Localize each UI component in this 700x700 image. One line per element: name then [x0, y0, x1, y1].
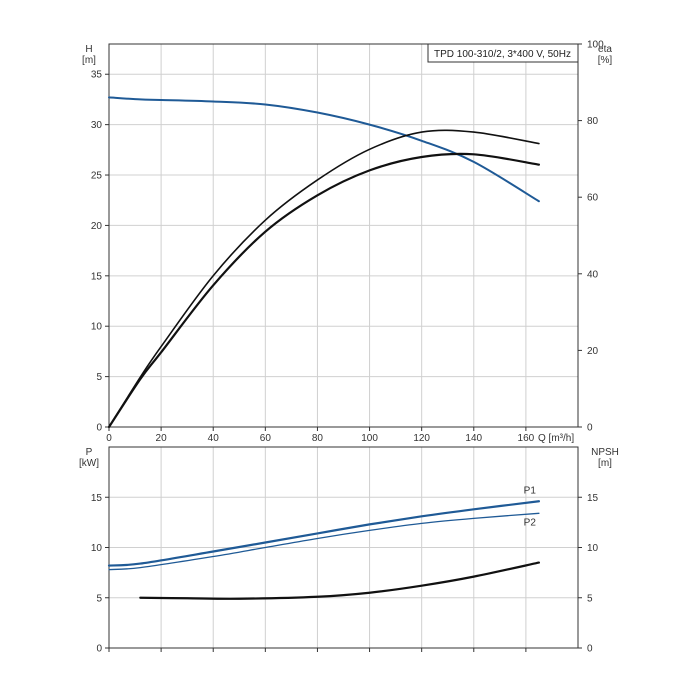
- panel1-right-tick-label: 100: [587, 40, 604, 51]
- panel1-x-tick-label: 120: [413, 433, 430, 444]
- panel2-left-tick-label: 0: [96, 644, 102, 655]
- panel1-left-tick-label: 15: [91, 271, 103, 282]
- panel1-left-tick-label: 5: [96, 372, 102, 383]
- panel1-left-tick-label: 35: [91, 70, 103, 81]
- panel1-x-tick-label: 80: [312, 433, 324, 444]
- panel1-series-head-line: [108, 96, 540, 203]
- panel1-right-tick-label: 60: [587, 193, 599, 204]
- panel1-left-tick-label: 10: [91, 322, 103, 333]
- panel1-plot-frame: [108, 43, 579, 428]
- panel2-left-axis-name: P: [86, 447, 93, 458]
- panel1-title-box: [427, 43, 579, 63]
- panel1-series-efficiency-upper-line: [108, 129, 540, 428]
- panel2-right-tick-label: 15: [587, 493, 599, 504]
- panel1-right-axis-unit: [%]: [598, 55, 613, 66]
- panel1-chart-title: TPD 100-310/2, 3*400 V, 50Hz: [434, 49, 571, 60]
- panel2-right-tick-label: 0: [587, 644, 593, 655]
- panel1-left-tick-label: 20: [91, 221, 103, 232]
- panel1-x-tick-label: 100: [361, 433, 378, 444]
- panel1-left-tick-label: 0: [96, 423, 102, 434]
- panel1-right-tick-label: 80: [587, 116, 599, 127]
- panel1-right-tick-label: 40: [587, 269, 599, 280]
- panel2-left-tick-label: 15: [91, 493, 103, 504]
- panel2-series-p1-line: [107, 500, 541, 567]
- panel1-x-tick-label: 160: [518, 433, 535, 444]
- panel2-right-axis-name: NPSH: [591, 447, 619, 458]
- panel1-series-efficiency-lower-line: [107, 152, 541, 429]
- panel1-right-tick-label: 20: [587, 346, 599, 357]
- panel2-right-tick-label: 5: [587, 593, 593, 604]
- panel2-left-tick-label: 5: [96, 593, 102, 604]
- panel1-x-tick-label: 40: [208, 433, 220, 444]
- panel2-series-label-p2: P2: [524, 517, 537, 528]
- panel1-right-tick-label: 0: [587, 423, 593, 434]
- panel1-left-tick-label: 30: [91, 120, 103, 131]
- panel2-left-axis-unit: [kW]: [79, 458, 99, 469]
- panel2-series-p2-line: [108, 512, 540, 571]
- panel2-right-tick-label: 10: [587, 543, 599, 554]
- panel1-x-axis-label: Q [m³/h]: [538, 433, 574, 444]
- panel1-left-axis-name: H: [85, 44, 92, 55]
- panel1-left-axis-unit: [m]: [82, 55, 96, 66]
- panel2-series-npsh-line: [139, 561, 541, 600]
- panel1-right-axis-name: eta: [598, 44, 612, 55]
- panel2-left-tick-label: 10: [91, 543, 103, 554]
- panel1-x-tick-label: 20: [156, 433, 168, 444]
- panel1-left-tick-label: 25: [91, 171, 103, 182]
- panel1-x-tick-label: 140: [465, 433, 482, 444]
- panel1-x-tick-label: 0: [106, 433, 112, 444]
- panel2-series-label-p1: P1: [524, 485, 537, 496]
- panel2-right-axis-unit: [m]: [598, 458, 612, 469]
- panel1-x-tick-label: 60: [260, 433, 272, 444]
